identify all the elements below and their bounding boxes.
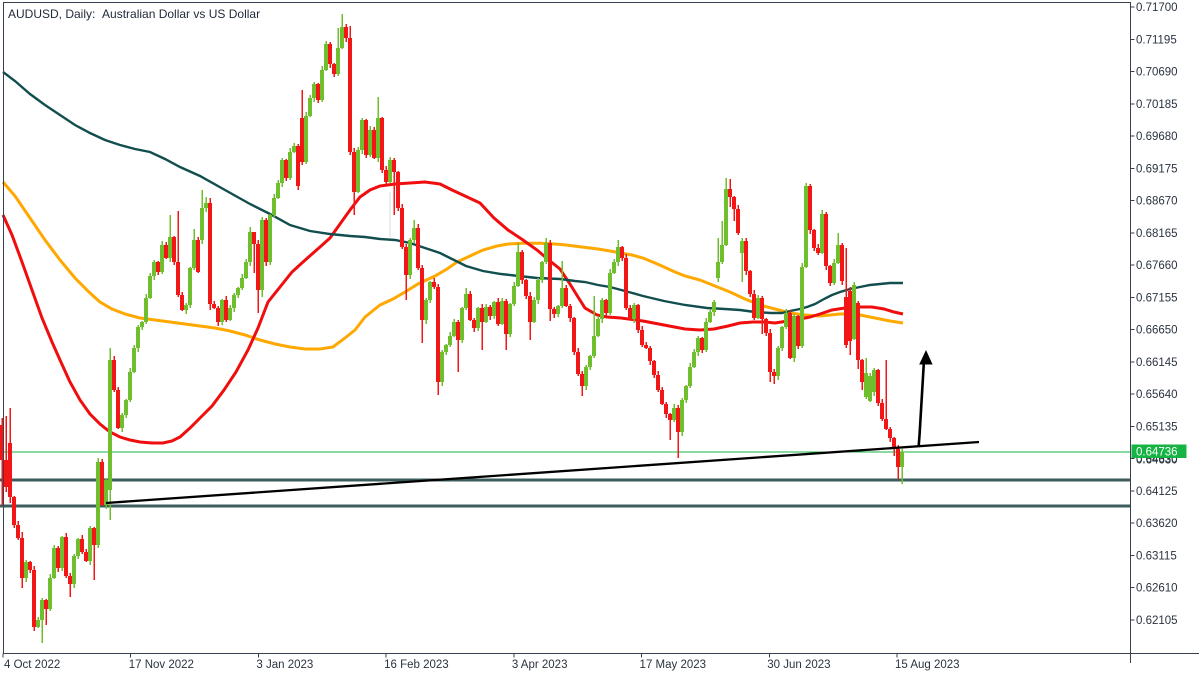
svg-text:0.62105: 0.62105 xyxy=(1136,615,1178,627)
svg-text:0.71195: 0.71195 xyxy=(1136,34,1177,46)
svg-text:0.67660: 0.67660 xyxy=(1136,260,1178,272)
svg-text:0.67155: 0.67155 xyxy=(1136,292,1178,304)
svg-text:30 Jun 2023: 30 Jun 2023 xyxy=(767,659,830,671)
svg-text:0.66650: 0.66650 xyxy=(1136,325,1178,337)
svg-text:0.65135: 0.65135 xyxy=(1136,421,1178,433)
svg-text:15 Aug 2023: 15 Aug 2023 xyxy=(895,659,960,671)
svg-text:3 Apr 2023: 3 Apr 2023 xyxy=(512,659,568,671)
svg-text:0.66145: 0.66145 xyxy=(1136,357,1178,369)
svg-text:0.71700: 0.71700 xyxy=(1136,2,1178,14)
svg-text:3 Jan 2023: 3 Jan 2023 xyxy=(256,659,313,671)
svg-text:AUDUSD, Daily: Australian Dol: AUDUSD, Daily: Australian Dollar vs US D… xyxy=(8,7,260,21)
svg-text:0.69175: 0.69175 xyxy=(1136,163,1178,175)
svg-text:0.64736: 0.64736 xyxy=(1136,447,1178,459)
svg-text:0.64125: 0.64125 xyxy=(1136,486,1178,498)
svg-text:0.63620: 0.63620 xyxy=(1136,518,1178,530)
svg-text:0.62610: 0.62610 xyxy=(1136,583,1178,595)
svg-text:0.63115: 0.63115 xyxy=(1136,550,1177,562)
svg-text:0.69680: 0.69680 xyxy=(1136,131,1178,143)
svg-text:4 Oct 2022: 4 Oct 2022 xyxy=(4,659,60,671)
svg-text:16 Feb 2023: 16 Feb 2023 xyxy=(384,659,449,671)
svg-text:0.70185: 0.70185 xyxy=(1136,99,1178,111)
svg-text:0.68165: 0.68165 xyxy=(1136,228,1178,240)
svg-text:0.68670: 0.68670 xyxy=(1136,196,1178,208)
svg-text:0.70690: 0.70690 xyxy=(1136,67,1178,79)
svg-text:0.65640: 0.65640 xyxy=(1136,389,1178,401)
svg-text:17 May 2023: 17 May 2023 xyxy=(640,659,707,671)
svg-text:17 Nov 2022: 17 Nov 2022 xyxy=(129,659,194,671)
